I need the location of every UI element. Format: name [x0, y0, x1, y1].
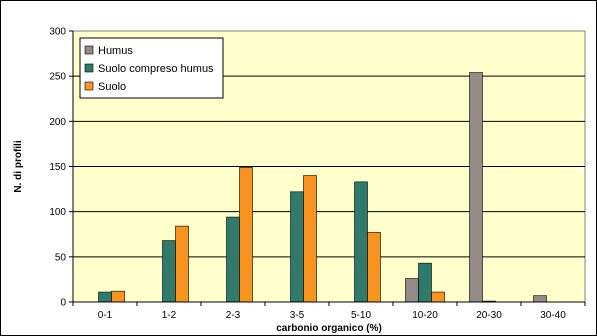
bar-humus-30-40 — [533, 295, 547, 303]
y-tick-label: 50 — [55, 252, 67, 263]
y-tick-label: 100 — [49, 207, 66, 218]
x-tick-label: 5-10 — [351, 310, 371, 321]
x-tick-label: 20-30 — [476, 310, 502, 321]
x-tick-label: 1-2 — [162, 310, 177, 321]
y-tick-label: 300 — [49, 27, 66, 38]
x-tick-label: 10-20 — [412, 310, 438, 321]
y-tick-label: 0 — [60, 298, 66, 309]
legend-label: Suolo — [98, 81, 126, 93]
y-tick-labels: 0 50 100 150 200 250 300 — [49, 27, 66, 309]
legend: Humus Suolo compreso humus Suolo — [79, 37, 224, 99]
bar-suolo-3-5 — [303, 175, 317, 303]
bar-suolo-compreso-humus-5-10 — [354, 181, 368, 303]
x-axis-title: carbonio organico (%) — [276, 323, 382, 334]
x-tick-labels: 0-1 1-2 2-3 3-5 5-10 10-20 20-30 30-40 — [98, 310, 566, 321]
x-tick-label: 0-1 — [98, 310, 113, 321]
x-tick-label: 30-40 — [540, 310, 566, 321]
bar-suolo-compreso-humus-3-5 — [290, 191, 304, 303]
bar-suolo-compreso-humus-10-20 — [418, 262, 432, 303]
bar-suolo-compreso-humus-1-2 — [162, 240, 176, 303]
bar-suolo-5-10 — [367, 232, 381, 303]
x-tick-label: 3-5 — [290, 310, 305, 321]
y-tick-label: 200 — [49, 117, 66, 128]
y-axis-title: N. di profili — [13, 140, 24, 192]
legend-swatch-suolo-compreso-humus — [84, 63, 94, 73]
bar-humus-10-20 — [405, 278, 419, 303]
legend-box — [79, 37, 224, 99]
legend-swatch-suolo — [84, 81, 94, 91]
bar-suolo-2-3 — [239, 167, 253, 303]
bar-suolo-0-1 — [111, 290, 125, 303]
bar-suolo-compreso-humus-2-3 — [226, 216, 240, 303]
bars — [98, 72, 547, 303]
bar-humus-20-30 — [469, 72, 483, 303]
bar-suolo-compreso-humus-0-1 — [98, 291, 112, 303]
bar-suolo-10-20 — [431, 291, 445, 303]
legend-swatch-humus — [84, 45, 94, 55]
y-tick-label: 150 — [49, 162, 66, 173]
legend-label: Humus — [98, 45, 133, 57]
axes — [69, 30, 586, 306]
y-tick-label: 250 — [49, 72, 66, 83]
bar-suolo-1-2 — [175, 225, 189, 303]
x-tick-label: 2-3 — [226, 310, 241, 321]
legend-label: Suolo compreso humus — [98, 63, 214, 75]
